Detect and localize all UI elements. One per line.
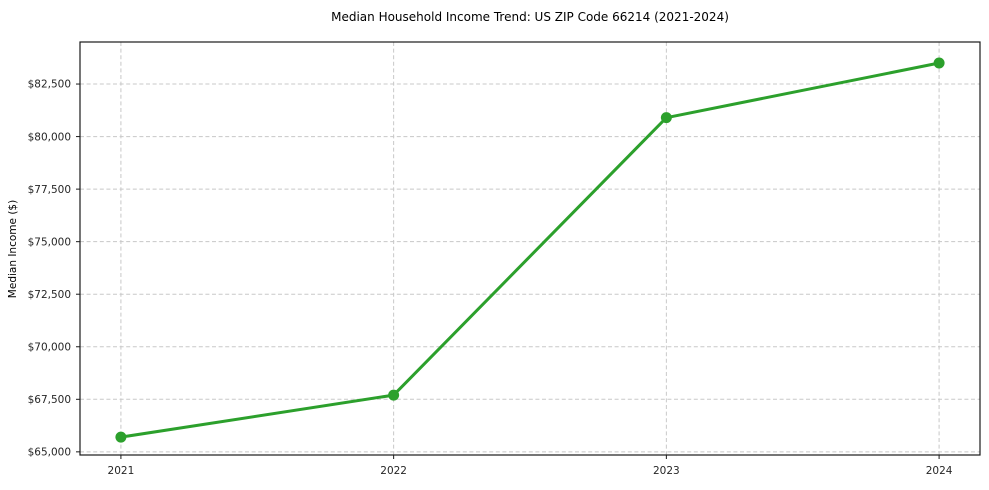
trend-line [119, 61, 941, 439]
data-point-2023 [660, 112, 672, 124]
data-point-2024 [933, 57, 945, 69]
plot-area: 2021 2022 2023 2024 $65,000 $67,500 $70,000 $72… [28, 41, 981, 477]
chart-title: Median Household Income Trend: US ZIP Co… [331, 10, 729, 24]
data-point-2022 [388, 389, 400, 401]
x-tick-label: 2023 [653, 465, 680, 477]
y-tick-label: $65,000 [28, 447, 71, 459]
x-tick-label: 2024 [926, 465, 953, 477]
y-tick-label: $77,500 [28, 184, 71, 196]
y-tick-label: $70,000 [28, 341, 71, 353]
y-tick-label: $75,000 [28, 236, 71, 248]
y-tick-label: $67,500 [28, 394, 71, 406]
x-tick-label: 2021 [108, 465, 135, 477]
data-point-2021 [115, 431, 127, 443]
y-axis-label: Median Income ($) [7, 200, 19, 298]
y-tick-label: $80,000 [28, 131, 71, 143]
y-tick-label: $82,500 [28, 79, 71, 91]
x-tick-label: 2022 [380, 465, 407, 477]
plot-border [79, 41, 981, 456]
y-tick-label: $72,500 [28, 289, 71, 301]
